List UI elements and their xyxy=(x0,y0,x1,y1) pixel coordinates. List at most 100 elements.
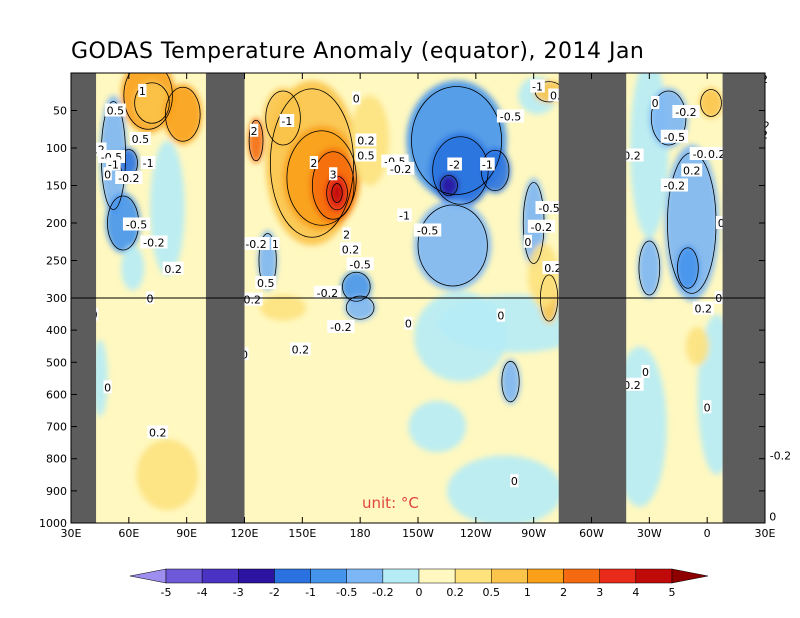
colorbar-tick-label: 1 xyxy=(524,586,531,599)
x-tick-label: 150W xyxy=(402,527,434,540)
contour-label-text: 0 xyxy=(405,318,412,331)
contour-label: 0.2 xyxy=(706,147,728,161)
contour-label-text: 0.2 xyxy=(683,165,701,178)
contour-label: 0.2 xyxy=(681,163,703,178)
contour-label: 0.5 xyxy=(104,103,126,118)
contour-label-text: -0.5 xyxy=(538,202,559,215)
colorbar-tick-label: -3 xyxy=(233,586,244,599)
contour-label-text: -1 xyxy=(281,115,292,128)
plot-area: 10.50.50.2-0.5-10-1-0.2-0.5-0.20.20000.2… xyxy=(70,72,795,524)
colorbar-swatch xyxy=(274,568,311,584)
contour-label: 0.2 xyxy=(147,425,169,439)
y-tick-label: 800 xyxy=(46,453,67,466)
colorbar-swatch xyxy=(418,568,456,584)
contour-label: -0.2 xyxy=(242,237,270,251)
y-tick-label: 300 xyxy=(46,292,67,305)
contour-label: 0.5 xyxy=(129,132,151,146)
colorbar-tick-label: -5 xyxy=(161,586,172,599)
contour-label: -0.5 xyxy=(414,223,442,238)
contour-label-text: 0 xyxy=(769,511,776,524)
y-tick-label: 1000 xyxy=(39,517,67,530)
colorbar-swatch xyxy=(346,568,384,584)
contour-label: -0.2 xyxy=(660,178,688,193)
contour-label-text: 0.5 xyxy=(132,133,150,146)
contour-label: -0.2 xyxy=(140,235,168,250)
contour-label-text: 0 xyxy=(642,366,649,379)
x-tick-label: 180 xyxy=(350,527,371,540)
contour-label: -0.2 xyxy=(115,171,143,185)
x-tick-label: 90W xyxy=(521,527,546,540)
x-tick-label: 60W xyxy=(579,527,604,540)
contour-label-text: -0.2 xyxy=(390,163,411,176)
contour-label: 0.2 xyxy=(692,301,714,316)
colorbar-swatch xyxy=(382,568,420,584)
contour-label: 0.5 xyxy=(255,276,277,290)
contour-label: 0 xyxy=(641,364,650,379)
colorbar-tick-label: -4 xyxy=(197,586,208,599)
colorbar-tick-label: -0.2 xyxy=(372,586,393,599)
colorbar-swatch xyxy=(635,568,673,584)
contour-label: -0.5 xyxy=(122,217,151,232)
colorbar-tick-label: -1 xyxy=(305,586,316,599)
contour-label: 0 xyxy=(404,316,413,331)
x-tick-label: 150E xyxy=(288,527,316,540)
colorbar-low-arrow xyxy=(129,568,167,584)
contour-label: -0.2 xyxy=(387,162,415,176)
contour-label-text: 0 xyxy=(497,310,504,323)
contour-label: 1 xyxy=(138,84,147,98)
contour-label: -0.5 xyxy=(660,129,688,144)
contour-label-text: -1 xyxy=(108,159,119,172)
contour-label-text: 1 xyxy=(139,85,146,98)
contour-label-text: 1 xyxy=(272,238,279,251)
contour-label-text: -2 xyxy=(449,159,460,172)
contour-label: 2 xyxy=(249,123,259,138)
contour-label: 0 xyxy=(650,96,660,110)
contour-label: 0 xyxy=(496,308,506,323)
colorbar-tick-label: 2 xyxy=(560,586,567,599)
y-tick-label: 500 xyxy=(46,356,67,369)
contour-label: -1 xyxy=(480,157,495,172)
contour-label: 2 xyxy=(342,227,351,241)
contour-label: 0.2 xyxy=(162,261,184,276)
y-tick-label: 50 xyxy=(53,105,67,118)
contour-label-text: 2 xyxy=(310,157,317,170)
contour-label-text: -1 xyxy=(482,159,493,172)
contour-label-text: -0.5 xyxy=(349,258,370,271)
contour-label: 2 xyxy=(309,156,319,170)
contour-label-text: 0.2 xyxy=(708,148,726,161)
contour-label-text: -0.5 xyxy=(664,131,685,144)
contour-label-text: 0.5 xyxy=(357,150,375,163)
contour-label: -0.2 xyxy=(672,105,700,119)
contour-label-text: 0 xyxy=(524,236,531,249)
contour-label-text: 0 xyxy=(104,381,111,394)
contour-label-text: 0.2 xyxy=(342,243,360,256)
contour-label-text: -0.2 xyxy=(531,221,552,234)
contour-label: -0.2 xyxy=(766,448,795,463)
x-tick-label: 30E xyxy=(755,527,776,540)
y-tick-label: 900 xyxy=(46,485,67,498)
colorbar-swatch xyxy=(454,568,492,584)
contour-label-text: 0 xyxy=(652,97,659,110)
contour-label: 0.2 xyxy=(241,292,263,307)
x-tick-label: 30W xyxy=(637,527,662,540)
contour-label-text: -0.2 xyxy=(143,237,164,250)
contour-label-text: 3 xyxy=(330,168,337,181)
contour-label: 0 xyxy=(523,234,533,249)
colorbar: -5 -4 -3 -2 -1 -0.5 -0.2 0 0.2 0.5 1 2 3 4 5 xyxy=(129,568,709,599)
y-tick-label: 600 xyxy=(46,388,67,401)
contour-label-text: -0.2 xyxy=(118,172,139,185)
colorbar-swatch xyxy=(491,568,528,584)
contour-label: 0.2 xyxy=(542,261,564,275)
y-tick-label: 150 xyxy=(46,180,67,193)
contour-label: -1 xyxy=(530,79,545,94)
contour-label: 0 xyxy=(103,167,112,181)
contour-label-text: 0.5 xyxy=(107,105,125,118)
colorbar-tick-label: 5 xyxy=(669,586,676,599)
contour-label-text: -0.5 xyxy=(126,219,147,232)
contour-label: 0 xyxy=(510,474,519,488)
contour-label-text: 0 xyxy=(104,168,111,181)
contour-label-text: -1 xyxy=(143,157,154,170)
contour-label-text: 0 xyxy=(511,475,518,488)
